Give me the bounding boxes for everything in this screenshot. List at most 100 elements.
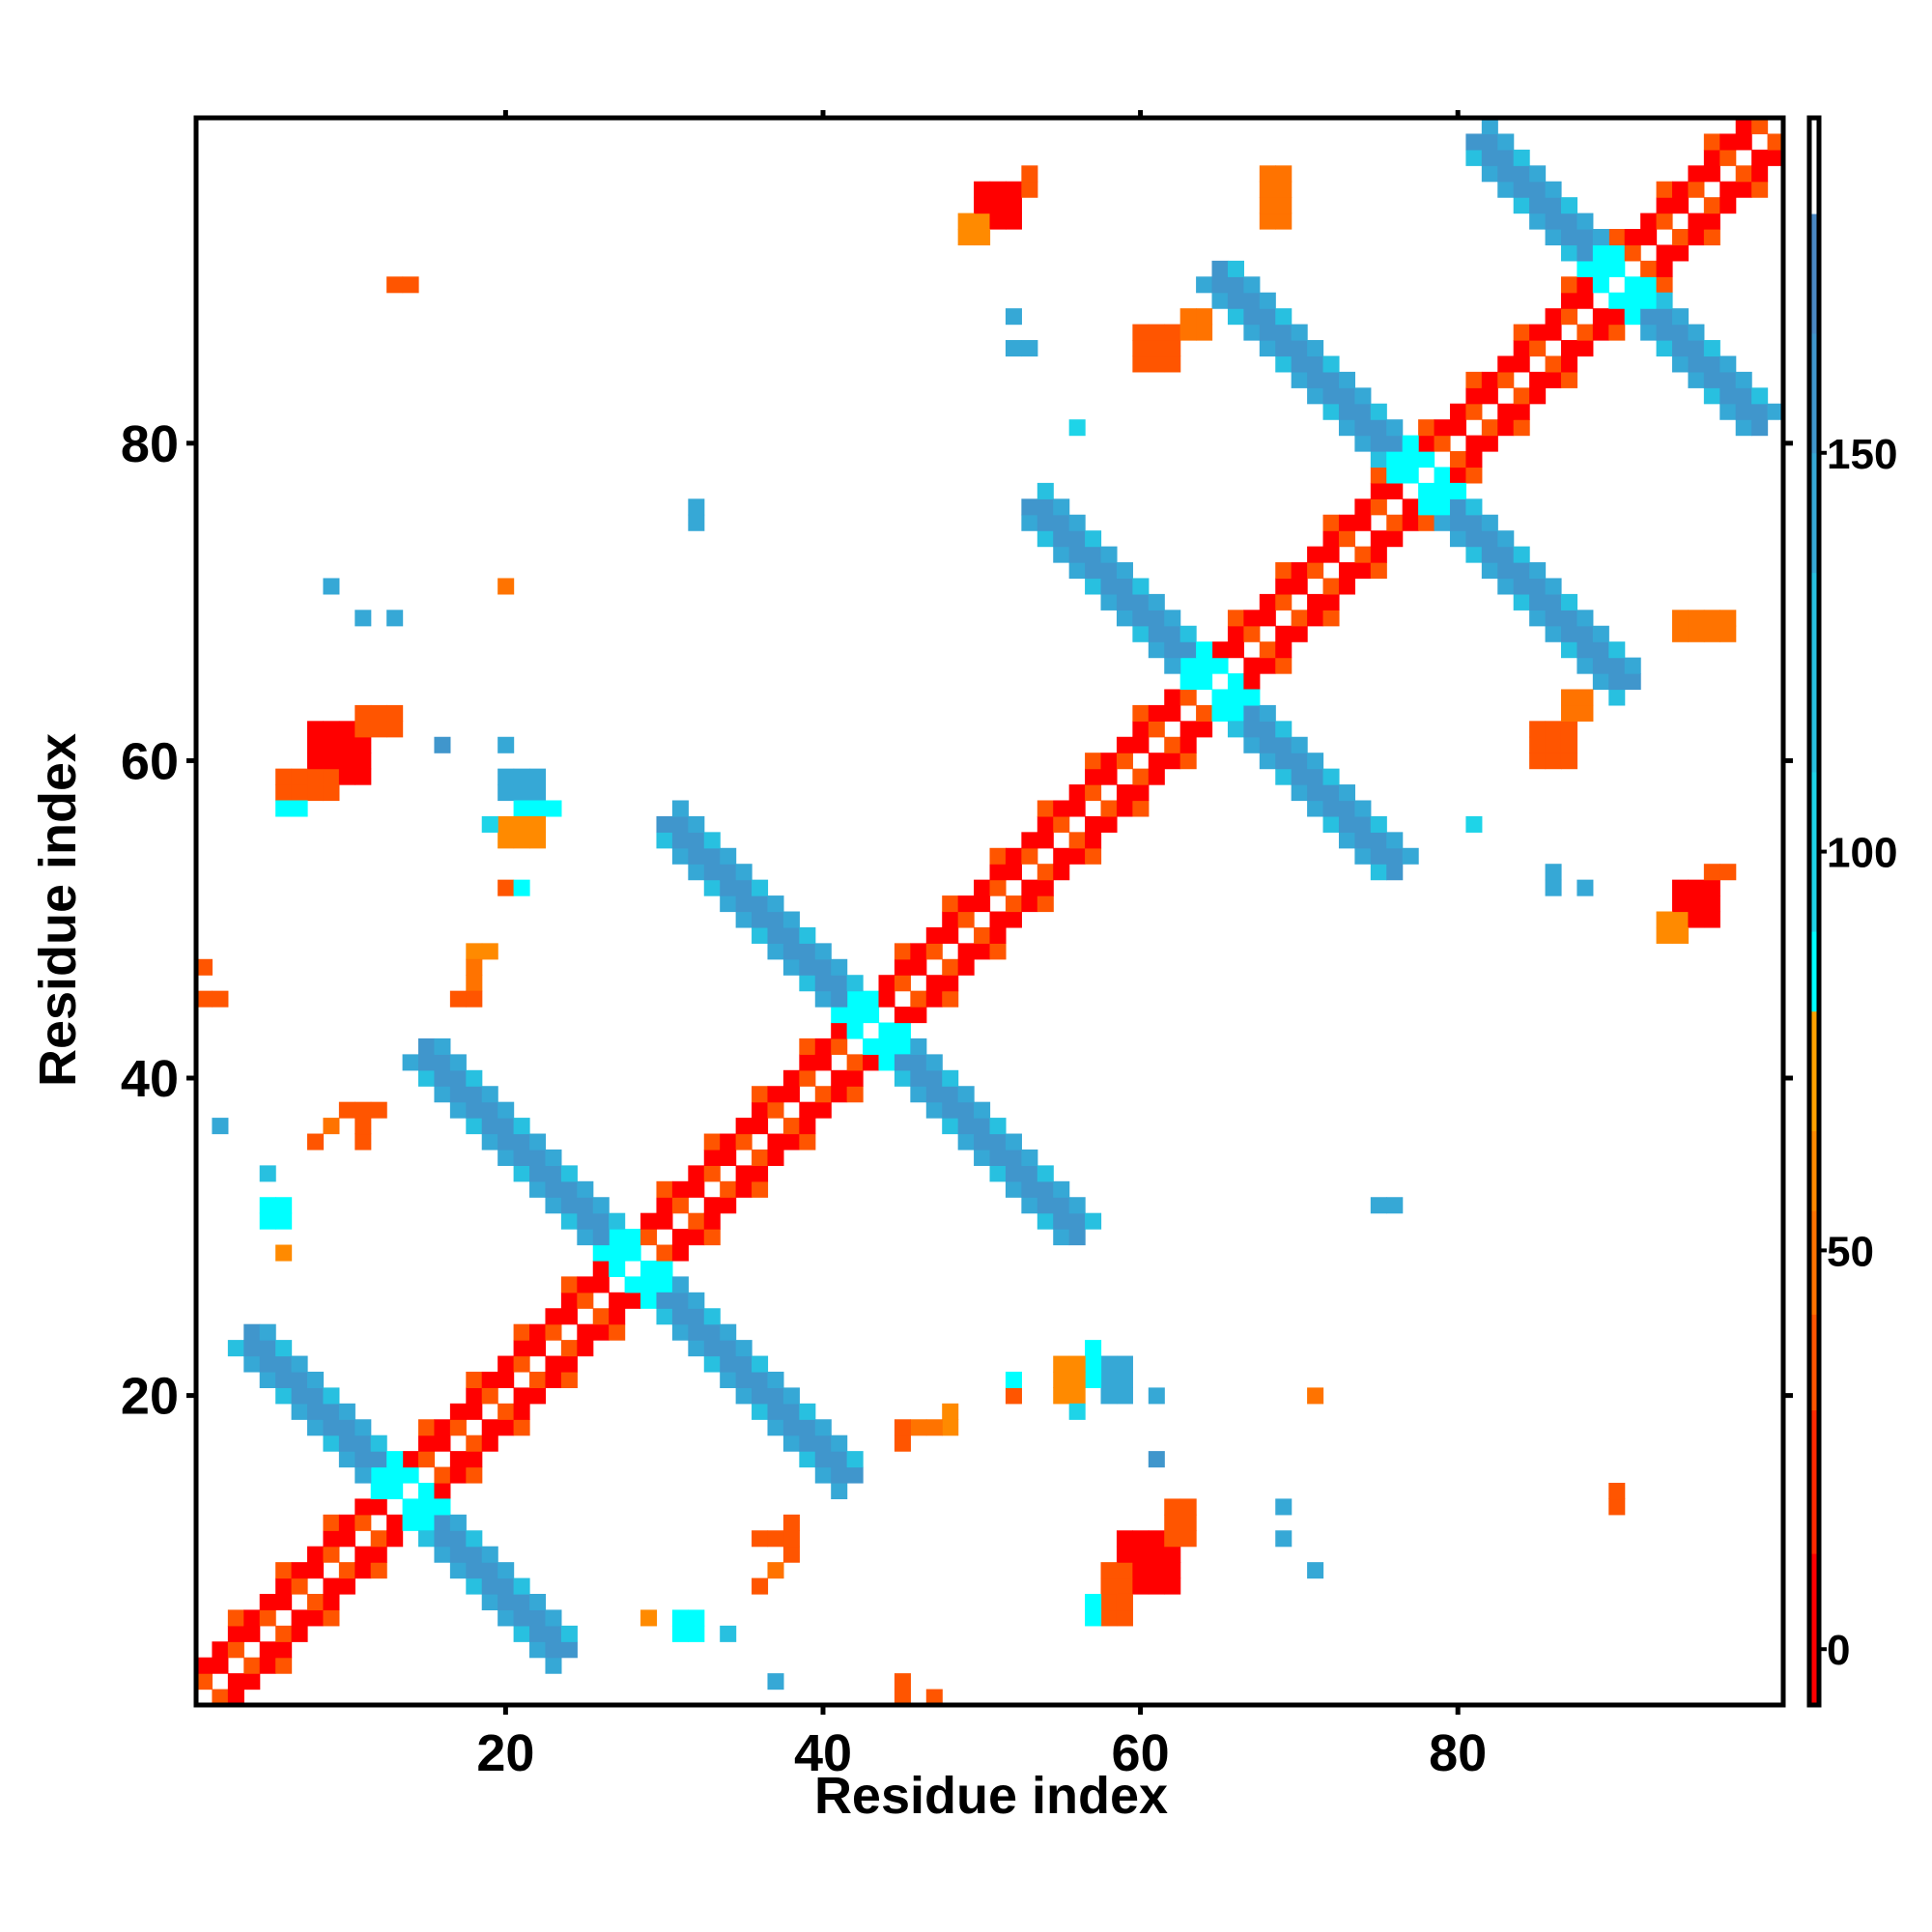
heatmap-cell: [752, 911, 769, 928]
heatmap-cell: [275, 1387, 293, 1405]
colorbar-segment: [1809, 452, 1819, 574]
heatmap-cell: [1148, 704, 1165, 722]
heatmap-cell: [529, 1593, 547, 1611]
heatmap-cell: [307, 1371, 325, 1388]
heatmap-cell: [989, 943, 1007, 960]
heatmap-cell: [767, 943, 784, 960]
heatmap-cell: [1719, 403, 1737, 420]
heatmap-cell: [688, 514, 705, 531]
heatmap-cell: [1671, 308, 1690, 326]
heatmap-cell: [481, 1593, 498, 1611]
heatmap-cell: [1322, 800, 1340, 817]
heatmap-cell: [1005, 1149, 1022, 1166]
heatmap-cell: [1164, 641, 1181, 659]
heatmap-cell: [196, 958, 213, 976]
heatmap-cell: [1434, 482, 1451, 499]
heatmap-cell: [1085, 1371, 1102, 1388]
heatmap-cell: [323, 1593, 340, 1611]
heatmap-cell: [1085, 1593, 1102, 1611]
heatmap-cell: [307, 1593, 325, 1611]
heatmap-cell: [1513, 578, 1530, 595]
heatmap-cell: [767, 1673, 784, 1690]
heatmap-cell: [1434, 467, 1451, 484]
heatmap-cell: [529, 1133, 547, 1151]
heatmap-cell: [307, 1403, 325, 1420]
heatmap-cell: [1243, 276, 1261, 294]
heatmap-cell: [1465, 514, 1483, 531]
heatmap-cell: [513, 1593, 530, 1611]
heatmap-cell: [1513, 149, 1530, 166]
heatmap-cell: [1449, 482, 1466, 499]
heatmap-cell: [1085, 768, 1102, 785]
heatmap-cell: [370, 1546, 387, 1563]
heatmap-cell: [1497, 371, 1515, 388]
heatmap-cell: [720, 1355, 737, 1373]
heatmap-cell: [974, 197, 991, 214]
heatmap-cell: [1291, 562, 1308, 580]
heatmap-cell: [831, 1086, 848, 1103]
heatmap-cell: [1037, 1165, 1054, 1182]
heatmap-cell: [1545, 578, 1562, 595]
heatmap-cell: [513, 832, 530, 849]
heatmap-cell: [434, 1419, 451, 1436]
heatmap-cell: [1021, 1165, 1038, 1182]
heatmap-cell: [1481, 435, 1498, 452]
heatmap-cell: [1338, 530, 1355, 548]
heatmap-cell: [1370, 1197, 1387, 1214]
heatmap-cell: [402, 276, 419, 294]
heatmap-cell: [227, 1609, 244, 1627]
heatmap-cell: [497, 832, 515, 849]
heatmap-cell: [1529, 165, 1547, 183]
heatmap-cell: [1386, 530, 1404, 548]
heatmap-cell: [259, 1593, 276, 1611]
heatmap-cell: [355, 1118, 372, 1135]
heatmap-cell: [1577, 213, 1594, 230]
heatmap-cell: [1100, 562, 1118, 580]
heatmap-cell: [671, 815, 689, 833]
heatmap-cell: [1148, 1577, 1165, 1595]
heatmap-cell: [1703, 229, 1720, 246]
heatmap-cell: [307, 768, 325, 785]
heatmap-cell: [497, 1609, 515, 1627]
heatmap-cell: [481, 1101, 498, 1119]
heatmap-cell: [1291, 736, 1308, 753]
heatmap-cell: [1703, 371, 1720, 388]
heatmap-cell: [1275, 753, 1293, 770]
heatmap-cell: [560, 1371, 578, 1388]
heatmap-cell: [1068, 1387, 1086, 1405]
heatmap-cell: [1592, 324, 1609, 341]
heatmap-cell: [1545, 308, 1562, 326]
heatmap-cell: [338, 1403, 355, 1420]
heatmap-cell: [1291, 784, 1308, 802]
heatmap-cell: [227, 1689, 244, 1706]
heatmap-cell: [1465, 403, 1483, 420]
heatmap-cell: [545, 1308, 562, 1325]
heatmap-cell: [1179, 673, 1197, 691]
heatmap-cell: [974, 1101, 991, 1119]
heatmap-cell: [1640, 260, 1658, 277]
heatmap-cell: [243, 1323, 261, 1341]
heatmap-cell: [925, 1086, 943, 1103]
heatmap-cell: [1688, 911, 1705, 928]
heatmap-cell: [735, 911, 753, 928]
heatmap-cell: [1100, 578, 1118, 595]
heatmap-cell: [1116, 578, 1133, 595]
heatmap-cell: [1418, 451, 1435, 469]
heatmap-cell: [1259, 181, 1276, 198]
heatmap-cell: [338, 1419, 355, 1436]
heatmap-cell: [1497, 530, 1515, 548]
heatmap-cell: [1497, 133, 1515, 151]
heatmap-cell: [560, 1276, 578, 1293]
heatmap-cell: [656, 1197, 673, 1214]
heatmap-cell: [1275, 1498, 1293, 1516]
heatmap-cell: [1053, 1180, 1070, 1198]
heatmap-cell: [1227, 721, 1244, 738]
heatmap-cell: [355, 1466, 372, 1484]
heatmap-cell: [545, 800, 562, 817]
heatmap-cell: [449, 1562, 467, 1579]
heatmap-cell: [1322, 815, 1340, 833]
heatmap-cell: [1370, 451, 1387, 469]
heatmap-cell: [1148, 721, 1165, 738]
heatmap-cell: [942, 990, 959, 1008]
heatmap-cell: [814, 1086, 832, 1103]
